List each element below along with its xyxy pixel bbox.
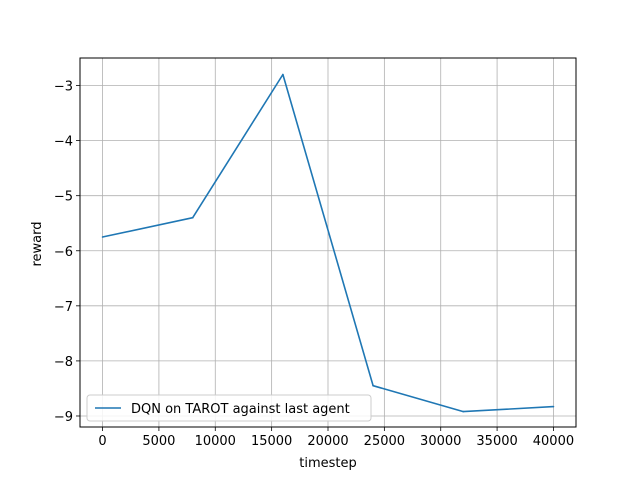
x-tick-label: 10000: [195, 434, 236, 449]
y-tick-label: −7: [54, 300, 73, 315]
x-tick-label: 0: [98, 434, 106, 449]
x-tick-label: 5000: [142, 434, 175, 449]
data-point: [101, 236, 104, 238]
data-point: [372, 384, 374, 387]
x-tick-label: 25000: [364, 434, 405, 449]
y-axis-ticks: −9 −8 −7 −6 −5 −4 −3: [54, 80, 80, 425]
y-tick-label: −8: [54, 355, 73, 370]
x-tick-label: 40000: [533, 434, 574, 449]
x-axis-ticks: 0 5000 10000 15000 20000 25000 30000 35000 40000: [98, 427, 574, 449]
legend-box: [86, 394, 372, 422]
data-point: [282, 73, 284, 76]
data-point: [462, 410, 465, 413]
y-tick-label: −4: [54, 135, 73, 150]
x-tick-label: 20000: [307, 434, 348, 449]
series-line: [102, 73, 554, 413]
x-tick-label: 35000: [476, 434, 517, 449]
x-axis-label: timestep: [299, 456, 357, 471]
series-group: [101, 73, 555, 413]
y-axis-label: reward: [30, 221, 45, 266]
legend-label: DQN on TAROT against last agent: [131, 402, 350, 417]
x-tick-label: 15000: [251, 434, 292, 449]
y-tick-label: −6: [54, 245, 73, 260]
y-tick-label: −5: [54, 190, 73, 205]
y-tick-label: −3: [54, 80, 73, 95]
legend: DQN on TAROT against last agent: [86, 394, 372, 422]
y-tick-label: −9: [54, 410, 73, 425]
data-point: [552, 405, 555, 408]
data-point: [191, 216, 194, 219]
x-tick-label: 30000: [420, 434, 461, 449]
